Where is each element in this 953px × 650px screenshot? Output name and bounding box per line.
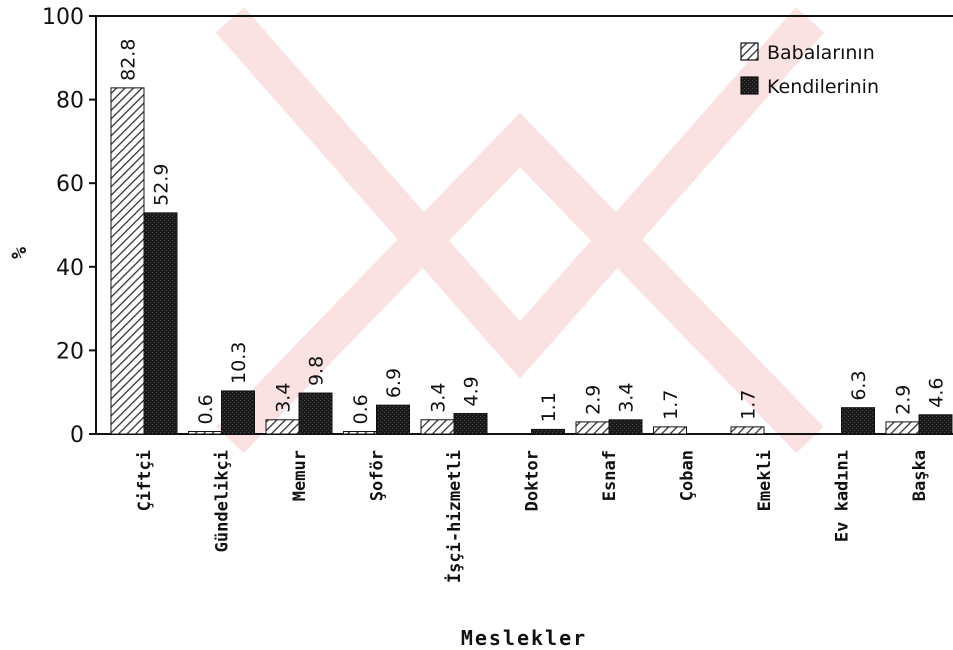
bar-kendilerinin-ciftci: [143, 212, 178, 435]
bar-babalarinin-esnaf: [575, 421, 610, 435]
bar-kendilerinin-baska: [918, 414, 953, 435]
data-label-babalarinin-i-sci-hizmetli: 3.4: [428, 383, 450, 413]
y-axis-title: %: [7, 245, 31, 259]
y-tick-label: 60: [56, 172, 84, 197]
data-label-kendilerinin-ev-kadini: 6.3: [848, 370, 870, 400]
legend-label-babalarinin: Babalarının: [767, 42, 875, 64]
x-axis-title: Meslekler: [461, 626, 587, 650]
bar-babalarinin-sofor: [343, 430, 377, 435]
bar-kendilerinin-esnaf: [608, 419, 643, 435]
bar-babalarinin-i-sci-hizmetli: [420, 419, 455, 435]
data-label-babalarinin-esnaf: 2.9: [583, 385, 605, 415]
category-label-ciftci: Çiftçi: [135, 450, 155, 511]
bar-babalarinin-emekli: [730, 426, 765, 435]
bar-kendilerinin-sofor: [376, 404, 410, 435]
y-tick-label: 80: [56, 89, 84, 114]
data-label-kendilerinin-esnaf: 3.4: [616, 383, 638, 413]
category-label-memur: Memur: [290, 450, 310, 501]
category-label-i-sci-hizmetli: İşçi-hizmetli: [443, 450, 465, 583]
bar-babalarinin-ciftci: [110, 87, 145, 435]
legend-swatch-babalarinin: [740, 42, 759, 61]
bar-babalarinin-baska: [885, 421, 920, 435]
y-tick-label: 40: [56, 256, 84, 281]
data-label-kendilerinin-memur: 9.8: [306, 356, 328, 386]
bar-babalarinin-coban: [653, 426, 687, 435]
bars: [110, 87, 953, 435]
category-label-sofor: Şoför: [368, 450, 388, 501]
data-labels: 82.8 52.9 0.6 10.3 3.4 9.8 0.6 6.9 3.4 4.9 1.1 2.9 3…: [118, 39, 948, 425]
category-label-esnaf: Esnaf: [600, 450, 620, 501]
y-ticks: 0 20 40 60 80 100: [42, 5, 96, 448]
category-label-gundelikci: Gündelikçi: [213, 450, 233, 552]
data-label-babalarinin-memur: 3.4: [273, 383, 295, 413]
watermark: [215, 7, 825, 454]
data-label-kendilerinin-gundelikci: 10.3: [228, 342, 250, 384]
data-label-babalarinin-coban: 1.7: [660, 390, 682, 420]
y-tick-label: 0: [70, 423, 84, 448]
category-labels: Çiftçi Gündelikçi Memur Şoför İşçi-hizmetli D…: [135, 450, 930, 583]
data-label-babalarinin-ciftci: 82.8: [118, 39, 140, 81]
bar-kendilerinin-i-sci-hizmetli: [453, 413, 488, 435]
bar-babalarinin-memur: [265, 419, 300, 435]
data-label-kendilerinin-sofor: 6.9: [383, 368, 405, 398]
bar-kendilerinin-ev-kadini: [841, 407, 875, 435]
bar-babalarinin-gundelikci: [188, 430, 222, 435]
data-label-babalarinin-baska: 2.9: [893, 385, 915, 415]
data-label-kendilerinin-baska: 4.6: [926, 378, 948, 408]
category-label-ev-kadini: Ev kadını: [833, 450, 853, 542]
data-label-babalarinin-gundelikci: 0.6: [195, 394, 217, 424]
category-label-baska: Başka: [910, 450, 930, 501]
category-label-emekli: Emekli: [755, 450, 775, 511]
y-tick-label: 100: [42, 5, 84, 30]
data-label-kendilerinin-doktor: 1.1: [538, 392, 560, 422]
data-label-babalarinin-emekli: 1.7: [738, 390, 760, 420]
data-label-kendilerinin-i-sci-hizmetli: 4.9: [461, 376, 483, 406]
legend-label-kendilerinin: Kendilerinin: [767, 76, 879, 98]
legend: Babalarının Kendilerinin: [740, 42, 879, 98]
legend-swatch-kendilerinin: [740, 76, 759, 95]
y-tick-label: 20: [56, 339, 84, 364]
data-label-babalarinin-sofor: 0.6: [350, 394, 372, 424]
bar-kendilerinin-memur: [298, 392, 333, 435]
data-label-kendilerinin-ciftci: 52.9: [151, 164, 173, 206]
category-label-doktor: Doktor: [523, 450, 543, 511]
bar-kendilerinin-doktor: [531, 428, 565, 435]
category-label-coban: Çoban: [678, 450, 698, 501]
bar-kendilerinin-gundelikci: [221, 390, 255, 435]
